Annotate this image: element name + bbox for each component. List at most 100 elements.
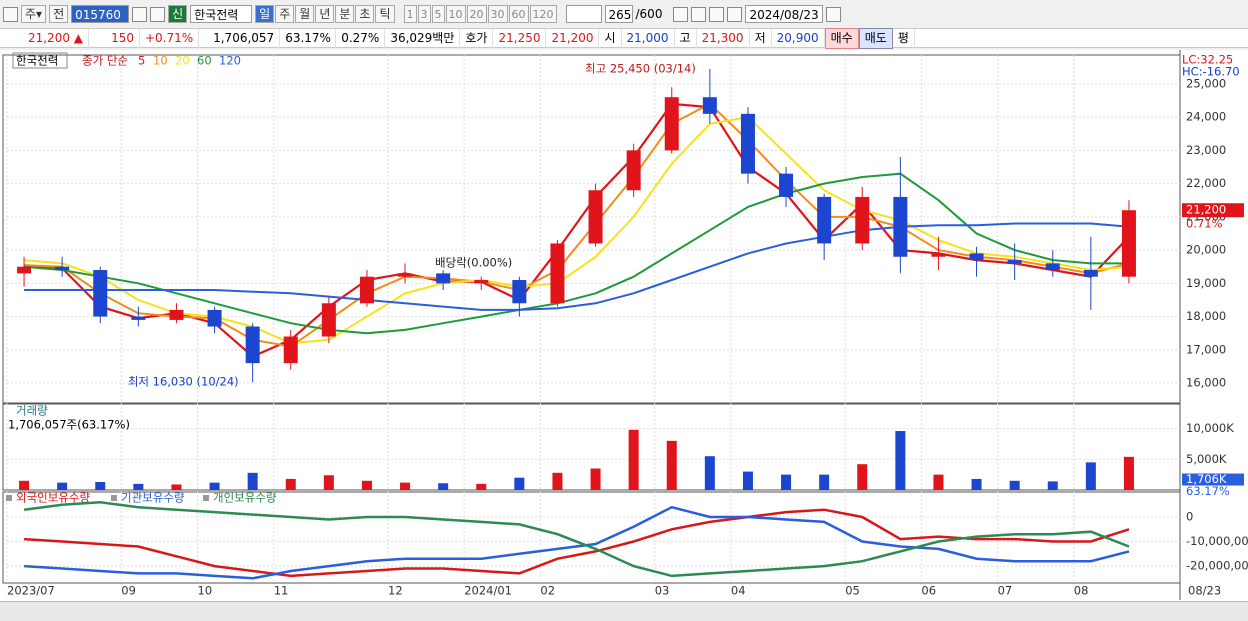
- y-tick-label: 0: [1186, 510, 1193, 524]
- x-tick-label: 04: [731, 584, 746, 598]
- legend-entry: 기관보유수량: [121, 491, 185, 505]
- interval-button[interactable]: 120: [529, 5, 557, 23]
- candle-body: [664, 97, 679, 151]
- volume-bar: [1085, 462, 1096, 490]
- prev-button[interactable]: 전: [49, 5, 69, 23]
- legend-entry: 20: [175, 54, 190, 68]
- x-tick-label: 05: [845, 584, 860, 598]
- period-button[interactable]: 일: [255, 5, 275, 23]
- lc-label: LC:32.25: [1182, 53, 1233, 67]
- interval-button[interactable]: 60: [508, 5, 529, 23]
- high: 21,300: [697, 28, 750, 48]
- legend-swatch: [6, 495, 12, 501]
- candle-body: [931, 253, 946, 257]
- candle-body: [855, 196, 870, 244]
- open: 21,000: [622, 28, 675, 48]
- ask-label: 호가: [460, 28, 494, 48]
- interval-button[interactable]: 5: [431, 5, 445, 23]
- legend-ma-label: 종가 단순: [82, 54, 128, 68]
- x-tick-label: 2024/01: [464, 584, 512, 598]
- volume-bar: [514, 477, 525, 490]
- legend-entry: 120: [219, 54, 241, 68]
- date-input[interactable]: 2024/08/23: [745, 5, 823, 23]
- volume-bar: [971, 478, 982, 490]
- current-price-label: 21,200: [1186, 203, 1226, 217]
- tool-icon[interactable]: [673, 6, 689, 22]
- legend-entry: 개인보유수량: [213, 491, 277, 505]
- buy-button[interactable]: 매수: [824, 27, 859, 49]
- open-label: 시: [599, 28, 622, 48]
- turnover: 0.27%: [336, 28, 386, 48]
- volume-bar: [742, 471, 753, 490]
- candle-body: [893, 196, 908, 257]
- current-price-box: [1182, 203, 1244, 218]
- volume-bar: [1009, 480, 1020, 490]
- candle-body: [359, 276, 374, 304]
- volume: 1,706,057: [199, 28, 281, 48]
- ma-line: [24, 172, 1129, 335]
- range-select[interactable]: [565, 5, 602, 23]
- period-button[interactable]: 초: [355, 5, 375, 23]
- candle-body: [398, 273, 413, 277]
- tool-icon[interactable]: [691, 6, 707, 22]
- period-button[interactable]: 년: [315, 5, 335, 23]
- code-input[interactable]: 015760: [71, 5, 130, 23]
- legend-box: [12, 52, 68, 69]
- current-volume-label: 1,706K: [1186, 472, 1227, 486]
- calendar-icon[interactable]: [825, 6, 841, 22]
- volume-bar: [628, 429, 639, 490]
- y-tick-label: 25,000: [1186, 76, 1226, 90]
- y-tick-label: 19,000: [1186, 276, 1226, 290]
- sell-button[interactable]: 매도: [858, 27, 893, 49]
- bid: 21,200: [546, 28, 600, 48]
- legend-entry: 10: [153, 54, 168, 68]
- count-input[interactable]: 265: [604, 5, 633, 23]
- ask: 21,250: [493, 28, 547, 48]
- avg-button[interactable]: 평: [893, 28, 915, 48]
- x-tick-label: 07: [998, 584, 1013, 598]
- scrollbar[interactable]: [0, 601, 1248, 621]
- candle-body: [17, 266, 32, 274]
- period-button[interactable]: 틱: [375, 5, 395, 23]
- chart: 2023/07 09 10 11 12 2024/01 02 03 04 05 06 07 08 08/2…: [0, 50, 1248, 601]
- period-button[interactable]: 월: [295, 5, 315, 23]
- dividend-note: 배당락(0.00%): [435, 256, 512, 270]
- interval-button[interactable]: 3: [417, 5, 431, 23]
- volume-bar: [590, 468, 601, 490]
- y-tick-label: 23,000: [1186, 143, 1226, 157]
- volume-bar: [57, 482, 68, 490]
- legend-swatch: [111, 495, 117, 501]
- x-tick-label: 11: [274, 584, 289, 598]
- candle-body: [131, 316, 146, 320]
- volume-bar: [1123, 456, 1134, 490]
- new-badge: 신: [168, 5, 188, 23]
- period-button[interactable]: 분: [335, 5, 355, 23]
- y-tick-label: 16,000: [1186, 376, 1226, 390]
- period-button[interactable]: 주: [275, 5, 295, 23]
- interval-button[interactable]: 10: [445, 5, 466, 23]
- candle-body: [702, 97, 717, 114]
- interval-button[interactable]: 20: [466, 5, 487, 23]
- volume-ratio: 63.17%: [280, 28, 337, 48]
- candle-body: [626, 150, 641, 191]
- interval-button[interactable]: 1: [403, 5, 417, 23]
- holding-line: [23, 501, 1130, 578]
- market-select[interactable]: 주▾: [21, 5, 47, 23]
- menu-icon[interactable]: [3, 6, 18, 22]
- candle-body: [1083, 270, 1098, 277]
- volume-bar: [781, 474, 792, 490]
- holding-line: [24, 505, 1130, 580]
- volume-bar: [933, 474, 944, 490]
- candle-body: [740, 113, 755, 174]
- interval-button[interactable]: 30: [487, 5, 508, 23]
- sound-icon[interactable]: [150, 6, 166, 22]
- candle-body: [474, 280, 489, 284]
- candle-body: [1045, 263, 1060, 271]
- save-icon[interactable]: [709, 6, 725, 22]
- search-icon[interactable]: [132, 6, 148, 22]
- y-tick-label: 22,000: [1186, 176, 1226, 190]
- settings-icon[interactable]: [727, 6, 743, 22]
